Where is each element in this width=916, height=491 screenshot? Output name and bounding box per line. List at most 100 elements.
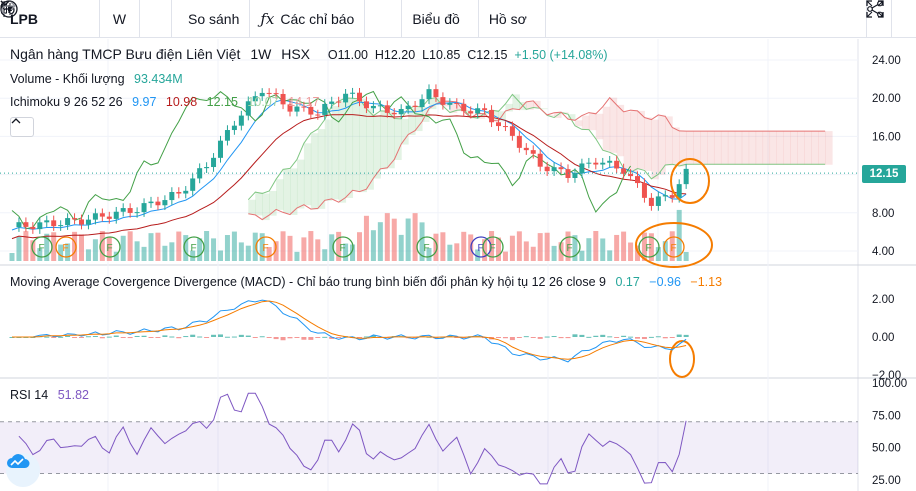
volume-bar	[357, 232, 362, 261]
fullscreen-button[interactable]	[866, 0, 891, 38]
symbol-label: LPB	[10, 10, 38, 27]
ichimoku-cloud-segment	[255, 192, 263, 216]
volume-bar	[315, 239, 321, 261]
volume-bar	[572, 235, 578, 261]
volume-bar	[224, 235, 230, 261]
macd-histogram-bar	[162, 335, 168, 337]
rsi-axis-label: 25.00	[872, 475, 901, 487]
macd-histogram-bar	[245, 335, 251, 337]
undo-button[interactable]	[0, 0, 383, 38]
ichimoku-cloud-segment	[345, 97, 354, 199]
candle-body	[433, 89, 439, 98]
ichimoku-cloud-segment	[435, 97, 444, 105]
ichimoku-cloud-segment	[623, 111, 632, 169]
ichimoku-lagging: 12.15	[206, 95, 238, 109]
candle-body	[621, 168, 627, 174]
indicators-button[interactable]: ƒx Các chỉ báo	[250, 0, 366, 38]
macd-axis-label: 2.00	[872, 294, 894, 306]
macd-histogram-bar	[676, 334, 682, 337]
volume-bar	[565, 231, 571, 261]
candle-body	[252, 96, 258, 102]
macd-histogram-bar	[72, 337, 78, 338]
macd-label: Moving Average Covergence Divergence (MA…	[10, 275, 606, 289]
macd-histogram-bar	[65, 335, 71, 337]
candle-body	[266, 92, 272, 94]
earnings-marker	[663, 236, 685, 258]
volume-bar	[280, 231, 286, 261]
legend-close: C12.15	[467, 48, 508, 62]
macd-histogram-bar	[287, 337, 293, 339]
collapse-legend-button[interactable]	[10, 117, 34, 137]
ichimoku-cloud-segment	[776, 131, 784, 165]
ichimoku-cloud-segment	[804, 131, 812, 165]
chart-type-dropdown[interactable]: Biểu đồ	[0, 0, 479, 38]
ichimoku-lagging-line	[11, 90, 632, 230]
candle-body	[384, 105, 390, 113]
tradingview-logo-button[interactable]	[6, 453, 40, 487]
main-legend: Ngân hàng TMCP Bưu điện Liên Việt 1W HSX…	[10, 46, 614, 62]
candle-body	[211, 157, 217, 168]
earnings-marker	[31, 236, 53, 258]
candle-body	[280, 93, 286, 105]
candle-body	[287, 104, 293, 112]
candle-body	[447, 102, 453, 105]
candle-body	[551, 167, 557, 172]
volume-bar	[197, 238, 203, 261]
macd-histogram-bar	[544, 336, 550, 338]
macd-histogram-bar	[79, 337, 84, 338]
volume-bar	[391, 218, 397, 261]
symbol-search[interactable]: LPB	[0, 0, 100, 38]
candle-body	[669, 195, 675, 198]
earnings-marker	[416, 236, 438, 258]
volume-bar	[496, 237, 501, 261]
volume-bar	[523, 241, 529, 261]
redo-button[interactable]	[1, 0, 403, 38]
ichimoku-cloud-segment	[283, 169, 291, 213]
volume-bar	[79, 234, 84, 261]
volume-bar	[252, 232, 258, 261]
ichimoku-cloud-segment	[352, 98, 360, 191]
chart-style-button[interactable]	[1, 0, 172, 38]
annotation-ellipse	[670, 158, 710, 204]
macd-histogram-bar	[266, 337, 272, 338]
volume-bar	[92, 239, 98, 261]
chart-canvas[interactable]: 24.0020.0016.0012.008.004.002.000.00−2.0…	[0, 39, 916, 491]
rsi-axis-label: 100.00	[872, 378, 907, 390]
macd-histogram-bar	[252, 337, 258, 338]
candle-body	[190, 178, 196, 191]
candle-body	[37, 222, 43, 230]
ichimoku-cloud-segment	[720, 131, 729, 165]
share-button[interactable]	[867, 0, 916, 38]
macd-histogram-bar	[44, 336, 50, 338]
ichimoku-cloud-segment	[512, 94, 520, 110]
macd-histogram-bar	[238, 334, 244, 337]
candle-body	[440, 97, 446, 105]
candle-body	[357, 92, 362, 102]
volume-bar	[231, 231, 237, 261]
volume-bar	[218, 250, 223, 261]
ichimoku-cloud-segment	[296, 159, 305, 209]
ichimoku-cloud-segment	[484, 113, 493, 115]
macd-histogram-bar	[106, 336, 112, 338]
macd-histogram-bar	[502, 337, 508, 339]
macd-histogram-bar	[523, 336, 529, 338]
earnings-marker	[482, 236, 504, 258]
volume-bar	[537, 233, 543, 261]
ichimoku-cloud-segment	[651, 119, 659, 180]
compare-button[interactable]: So sánh	[0, 0, 251, 38]
candle-body	[308, 106, 314, 115]
ichimoku-cloud-segment	[797, 131, 805, 165]
volume-bar	[482, 239, 488, 261]
macd-histogram-bar	[572, 334, 578, 337]
earnings-marker	[183, 236, 205, 258]
profile-dropdown[interactable]: Hồ sơ	[0, 0, 546, 38]
ichimoku-cloud-segment	[748, 131, 757, 165]
candle-body	[218, 140, 223, 158]
interval-button[interactable]: W	[100, 0, 140, 38]
volume-value: 93.434M	[134, 72, 183, 86]
macd-histogram-bar	[190, 334, 196, 337]
legend-exchange: HSX	[281, 46, 310, 62]
volume-bar	[621, 231, 627, 261]
ichimoku-cloud-segment	[429, 98, 437, 110]
chart-area[interactable]: 24.0020.0016.0012.008.004.002.000.00−2.0…	[0, 39, 916, 491]
